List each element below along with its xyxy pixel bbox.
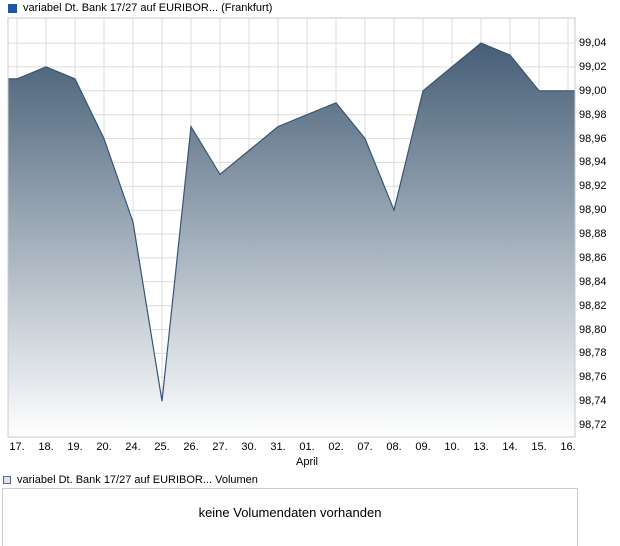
price-chart-svg — [7, 17, 576, 438]
volume-legend-label: variabel Dt. Bank 17/27 auf EURIBOR... V… — [17, 474, 258, 486]
volume-legend[interactable]: variabel Dt. Bank 17/27 auf EURIBOR... V… — [3, 474, 258, 486]
price-series-swatch-icon — [8, 3, 17, 13]
volume-message-box: keine Volumendaten vorhanden — [2, 488, 578, 546]
volume-series-swatch-icon — [3, 476, 11, 484]
x-axis-month-label: April — [295, 456, 318, 468]
price-legend[interactable]: variabel Dt. Bank 17/27 auf EURIBOR... (… — [8, 2, 272, 14]
volume-message: keine Volumendaten vorhanden — [198, 505, 382, 520]
price-legend-label: variabel Dt. Bank 17/27 auf EURIBOR... (… — [23, 2, 273, 14]
